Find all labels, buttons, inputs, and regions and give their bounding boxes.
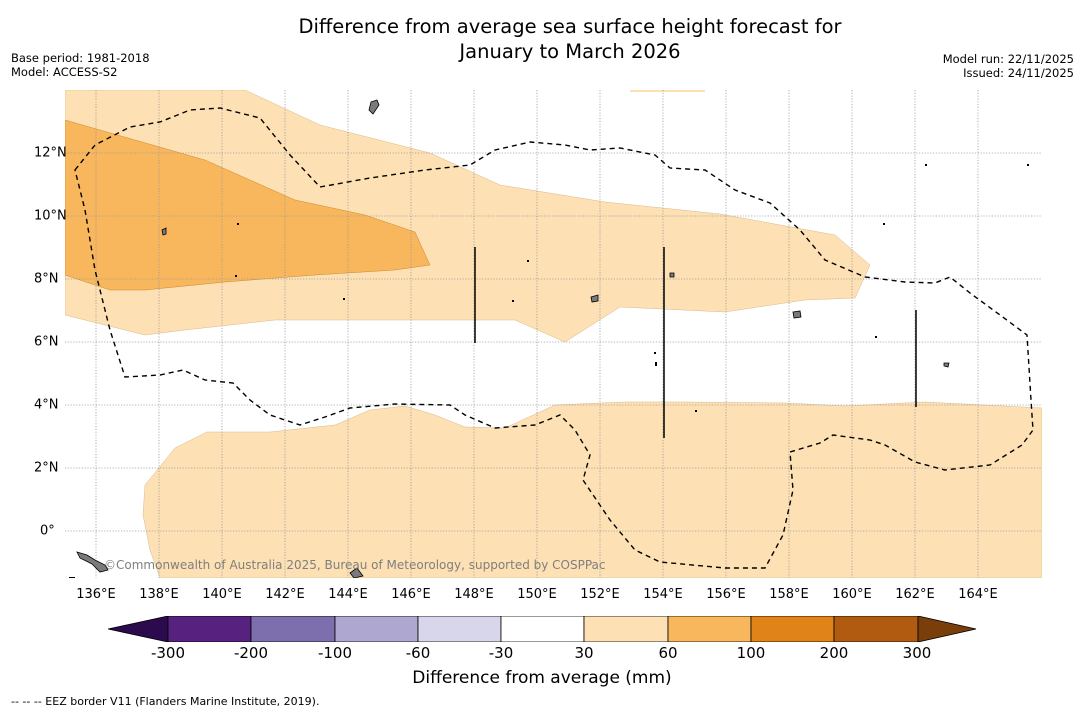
colorbar-title: Difference from average (mm) <box>412 668 672 688</box>
colorbar-over-arrow <box>917 616 977 642</box>
model-run-text: Model run: 22/11/2025 <box>942 52 1074 66</box>
colorbar-label: -60 <box>405 644 431 662</box>
y-tick-label: 4°N <box>34 397 59 413</box>
colorbar-segment <box>334 616 419 642</box>
colorbar-segment <box>167 616 252 642</box>
x-tick-label: 156°E <box>706 587 746 602</box>
x-tick-label: 164°E <box>958 587 998 602</box>
x-tick-label: 150°E <box>517 587 557 602</box>
island-guam <box>368 99 380 115</box>
y-tick-label: 8°N <box>34 271 59 287</box>
x-tick-label: 148°E <box>454 587 494 602</box>
colorbar-label: 60 <box>658 644 678 662</box>
copyright-notice: ©Commonwealth of Australia 2025, Bureau … <box>104 558 606 572</box>
x-tick-label: 154°E <box>643 587 683 602</box>
colorbar <box>108 616 977 642</box>
colorbar-under-arrow <box>108 616 169 642</box>
colorbar-label: -300 <box>150 644 186 662</box>
eez-legend-note: -- -- -- EEZ border V11 (Flanders Marine… <box>11 695 320 708</box>
islands <box>76 99 950 578</box>
model-text: Model: ACCESS-S2 <box>11 65 118 79</box>
x-tick-label: 142°E <box>265 587 305 602</box>
x-tick-label: 160°E <box>832 587 872 602</box>
y-tick-label: 10°N <box>34 208 67 224</box>
y-tick-label: 6°N <box>34 334 59 350</box>
island-small-3 <box>792 310 802 319</box>
colorbar-segment <box>667 616 752 642</box>
map-title-line2: January to March 2026 <box>459 40 681 63</box>
colorbar-segment <box>750 616 835 642</box>
map-title-line1: Difference from average sea surface heig… <box>298 15 842 38</box>
map-canvas <box>65 90 1042 578</box>
colorbar-label: -200 <box>233 644 269 662</box>
issued-text: Issued: 24/11/2025 <box>963 66 1074 80</box>
colorbar-segment <box>250 616 336 642</box>
x-tick-label: 140°E <box>202 587 242 602</box>
colorbar-label: 100 <box>736 644 766 662</box>
map-title: Difference from average sea surface heig… <box>170 14 970 64</box>
colorbar-label: -100 <box>317 644 353 662</box>
x-tick-label: 138°E <box>139 587 179 602</box>
y-tick-label: 2°N <box>34 460 59 476</box>
colorbar-label: 30 <box>574 644 594 662</box>
island-small-1 <box>161 227 167 236</box>
colorbar-segment <box>417 616 502 642</box>
tiny-islets <box>69 164 1029 578</box>
model-info: Base period: 1981-2018 Model: ACCESS-S2 <box>11 51 150 79</box>
anomaly-patch-top <box>630 90 705 92</box>
marker-lines <box>474 247 917 438</box>
anomaly-region-north-medium <box>65 119 431 291</box>
island-small-5 <box>669 272 675 278</box>
island-small-4 <box>943 362 950 368</box>
base-period-text: Base period: 1981-2018 <box>11 51 150 65</box>
island-png-coast <box>349 567 364 578</box>
x-tick-label: 152°E <box>580 587 620 602</box>
colorbar-segment <box>833 616 919 642</box>
island-png-north <box>76 551 109 573</box>
y-tick-label: 12°N <box>34 145 67 161</box>
y-tick-label: 0° <box>40 523 55 539</box>
anomaly-region-south-light <box>142 401 1042 578</box>
island-small-2 <box>590 294 599 303</box>
colorbar-segment <box>583 616 669 642</box>
graticule <box>65 90 1042 578</box>
x-tick-label: 162°E <box>895 587 935 602</box>
x-tick-label: 144°E <box>328 587 368 602</box>
colorbar-label: 200 <box>819 644 849 662</box>
x-tick-label: 158°E <box>769 587 809 602</box>
run-info: Model run: 22/11/2025 Issued: 24/11/2025 <box>943 52 1074 80</box>
x-tick-label: 136°E <box>76 587 116 602</box>
eez-border <box>74 107 1034 569</box>
map-area <box>65 90 1042 578</box>
x-tick-label: 146°E <box>391 587 431 602</box>
colorbar-label: 300 <box>902 644 932 662</box>
colorbar-segment <box>500 616 585 642</box>
colorbar-label: -30 <box>488 644 514 662</box>
